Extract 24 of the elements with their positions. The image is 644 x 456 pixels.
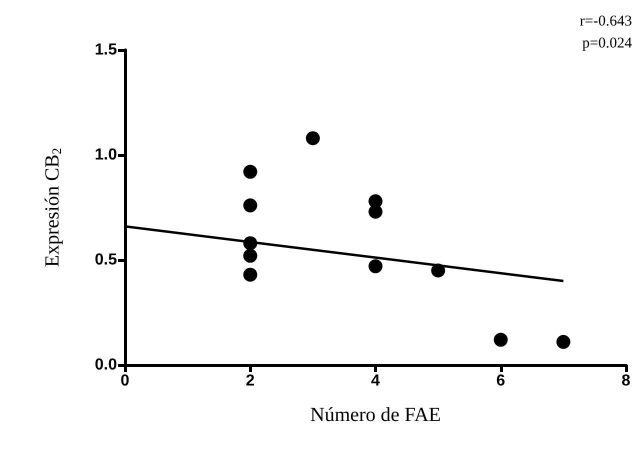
point [368, 259, 382, 274]
point [243, 198, 258, 212]
text: r=-0.643 [580, 14, 632, 30]
y-tick-label: 1.5 [94, 42, 118, 58]
point [494, 332, 508, 347]
point [368, 204, 382, 219]
x-tick-label: 4 [371, 372, 380, 390]
y-tick-label: 0.5 [94, 252, 118, 268]
point [243, 248, 258, 263]
point [243, 236, 258, 250]
x-tick-label: 0 [120, 372, 130, 390]
point [556, 334, 570, 349]
point [431, 264, 446, 278]
point [243, 268, 258, 282]
x-tick-label: 8 [622, 372, 631, 390]
annotation: p=0.024 [582, 36, 632, 52]
x-tick-label: 6 [496, 372, 506, 390]
y-tick-label: 1.0 [94, 146, 118, 164]
y-axis-title: Expresión CB2 [42, 148, 64, 268]
point [306, 131, 320, 146]
point [243, 164, 258, 179]
x-axis-title: Número de FAE [310, 404, 441, 426]
x-tick-label: 2 [246, 372, 255, 390]
y-tick-label: 0.0 [94, 356, 118, 374]
